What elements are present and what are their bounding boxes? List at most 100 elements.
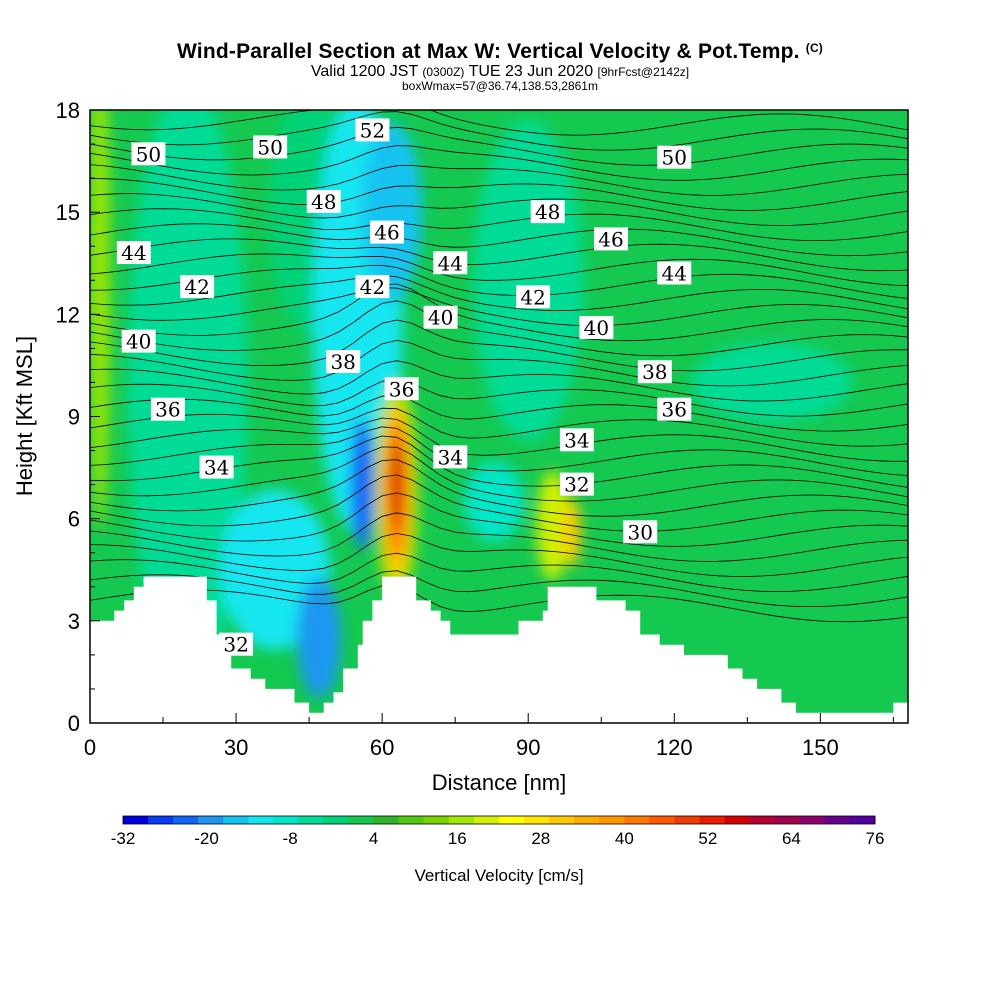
y-axis: 0 3 6 9 12 15 18: [56, 98, 100, 736]
theta-isoline-12: [90, 407, 908, 447]
theta-label-text: 34: [438, 445, 463, 469]
theta-label-32: 32: [219, 632, 254, 657]
theta-label-36: 36: [150, 397, 185, 422]
theta-label-box: [219, 632, 254, 656]
theta-label-box: [516, 285, 551, 309]
theta-isoline-4: [90, 512, 908, 562]
theta-label-box: [131, 142, 166, 166]
theta-label-box: [623, 520, 658, 544]
colorbar-swatch: [599, 816, 625, 824]
theta-label-box: [326, 350, 361, 374]
theta-isoline-28: [90, 178, 908, 211]
colorbar-swatch: [298, 816, 325, 824]
velocity-cell-4: [361, 122, 422, 303]
theta-label-box: [657, 261, 692, 285]
theta-label-44: 44: [657, 261, 692, 285]
theta-isoline-1: [90, 570, 908, 608]
theta-label-box: [306, 189, 341, 213]
theta-label-box: [199, 455, 234, 479]
y-tick-label: 18: [56, 98, 80, 123]
theta-label-box: [559, 472, 594, 496]
colorbar-tick-label: -32: [111, 829, 136, 848]
theta-isoline-33: [90, 110, 908, 136]
colorbar-swatch: [749, 816, 776, 824]
colorbar-tick-label: -8: [283, 829, 298, 848]
colorbar: -32 -20 -8 4 16 28 40 52 64 76: [111, 815, 884, 848]
theta-isoline-0: [90, 585, 908, 623]
theta-label-box: [423, 305, 458, 329]
colorbar-swatch: [674, 816, 701, 824]
colorbar-swatch: [724, 816, 751, 824]
theta-label-box: [180, 275, 215, 299]
theta-label-36: 36: [384, 377, 419, 401]
theta-label-34: 34: [559, 428, 594, 452]
theta-label-text: 42: [520, 285, 545, 309]
velocity-cell-11: [536, 470, 569, 581]
theta-isoline-27: [90, 193, 908, 226]
colorbar-tick-label: 64: [782, 829, 801, 848]
theta-isoline-18: [90, 300, 908, 357]
theta-isoline-7: [90, 459, 908, 517]
theta-label-text: 34: [564, 428, 589, 452]
x-tick-label: 90: [516, 735, 540, 760]
x-tick-label: 120: [656, 735, 693, 760]
valid-date: TUE 23 Jun 2020: [468, 63, 594, 80]
theta-isoline-25: [90, 223, 908, 257]
theta-isoline-10: [90, 426, 908, 476]
theta-label-text: 44: [662, 261, 687, 285]
theta-isoline-30: [90, 145, 908, 181]
theta-label-text: 40: [584, 316, 609, 340]
valid-time-line: Valid 1200 JST (0300Z) TUE 23 Jun 2020 […: [0, 64, 1000, 80]
theta-isoline-29: [90, 164, 908, 196]
theta-isoline-2: [90, 552, 908, 593]
theta-label-40: 40: [423, 305, 458, 330]
theta-label-box: [121, 329, 156, 353]
theta-label-text: 52: [360, 118, 385, 142]
velocity-cell-9: [464, 461, 525, 542]
theta-label-32: 32: [559, 472, 594, 497]
velocity-cell-16: [390, 439, 403, 530]
y-tick-label: 15: [56, 200, 80, 225]
theta-isoline-17: [90, 319, 908, 372]
theta-isoline-31: [90, 126, 908, 166]
theta-label-text: 42: [360, 275, 385, 299]
y-tick-label: 3: [68, 609, 80, 634]
theta-isoline-26: [90, 208, 908, 242]
x-tick-label: 60: [370, 735, 394, 760]
colorbar-swatch: [499, 816, 525, 824]
colorbar-tick-label: 28: [531, 829, 550, 848]
colorbar-tick-label: 52: [698, 829, 717, 848]
theta-label-38: 38: [326, 350, 361, 374]
colorbar-swatch: [248, 816, 274, 824]
theta-label-text: 42: [184, 275, 209, 299]
theta-label-30: 30: [623, 520, 658, 544]
colorbar-tick-label: 4: [369, 829, 378, 848]
theta-label-34: 34: [433, 445, 468, 469]
vertical-velocity-field: [90, 110, 908, 723]
theta-label-box: [433, 251, 468, 275]
theta-label-text: 50: [136, 142, 161, 166]
theta-contours: [90, 110, 908, 623]
x-tick-label: 30: [224, 735, 248, 760]
colorbar-swatch: [148, 816, 174, 824]
theta-label-text: 32: [564, 473, 589, 497]
colorbar-swatch: [398, 816, 425, 824]
colorbar-swatch: [198, 816, 224, 824]
colorbar-swatch: [824, 816, 851, 824]
theta-label-text: 40: [428, 306, 453, 330]
y-axis-title: Height [Kft MSL]: [12, 336, 37, 496]
theta-label-38: 38: [637, 360, 672, 384]
theta-label-text: 48: [535, 200, 560, 224]
theta-label-48: 48: [530, 200, 565, 224]
y-tick-label: 0: [68, 711, 80, 736]
theta-label-box: [593, 227, 628, 251]
theta-label-text: 32: [223, 633, 248, 657]
colorbar-swatch: [448, 816, 475, 824]
theta-label-box: [657, 145, 692, 169]
velocity-cell-10: [691, 342, 852, 423]
velocity-cell-0: [90, 110, 110, 531]
theta-label-box: [433, 445, 468, 469]
theta-isoline-21: [90, 274, 908, 312]
theta-label-40: 40: [579, 315, 614, 340]
theta-label-46: 46: [593, 227, 628, 251]
